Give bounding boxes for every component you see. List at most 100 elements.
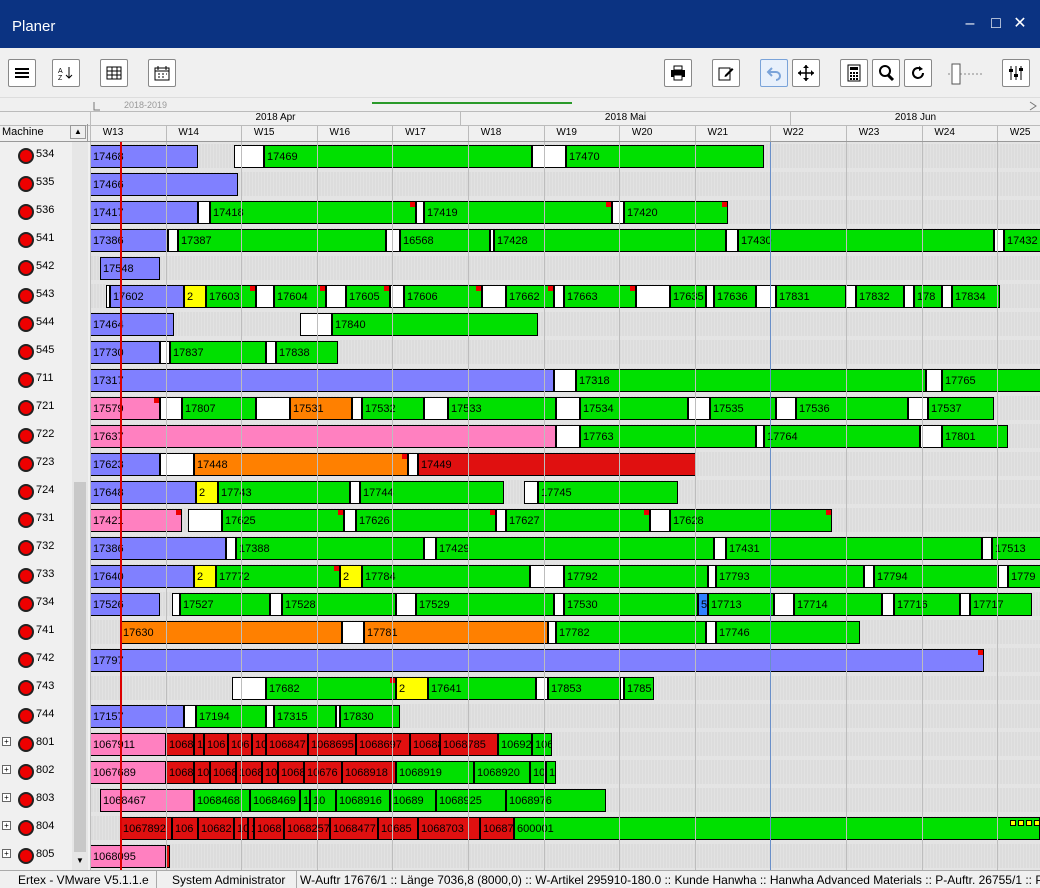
job-bar[interactable]: 17641 <box>428 677 536 700</box>
close-button[interactable]: ✕ <box>1013 15 1027 32</box>
job-bar[interactable]: 1068697 <box>356 733 410 756</box>
job-bar[interactable]: 17853 <box>548 677 620 700</box>
job-bar[interactable]: 17636 <box>714 285 756 308</box>
job-bar[interactable]: 1068976 <box>506 789 606 812</box>
job-bar[interactable]: 1068919 <box>396 761 474 784</box>
gap-bar[interactable] <box>336 705 340 728</box>
gap-bar[interactable] <box>160 453 194 476</box>
job-bar[interactable]: 1 <box>194 733 204 756</box>
job-bar[interactable]: 10 <box>252 733 266 756</box>
gap-bar[interactable] <box>482 285 506 308</box>
job-bar[interactable]: 17470 <box>566 145 764 168</box>
machine-row[interactable]: 734 <box>0 590 72 618</box>
gap-bar[interactable] <box>266 341 276 364</box>
print-button[interactable] <box>664 59 692 87</box>
zoom-button[interactable] <box>872 59 900 87</box>
job-bar[interactable]: 10682 <box>198 817 234 840</box>
machine-row[interactable]: 723 <box>0 450 72 478</box>
machine-row[interactable]: 544 <box>0 310 72 338</box>
gap-bar[interactable] <box>424 397 448 420</box>
gap-bar[interactable] <box>846 285 856 308</box>
job-bar[interactable]: 1068477 <box>330 817 378 840</box>
machine-column-header[interactable]: Machine ▲ <box>0 124 88 141</box>
job-bar[interactable]: 17782 <box>556 621 706 644</box>
gap-bar[interactable] <box>650 509 670 532</box>
job-bar[interactable]: 2 <box>196 481 218 504</box>
job-bar[interactable]: 17526 <box>90 593 160 616</box>
job-bar[interactable]: 1068925 <box>436 789 506 812</box>
machine-row[interactable]: 722 <box>0 422 72 450</box>
job-bar[interactable]: 17801 <box>942 425 1008 448</box>
job-bar[interactable]: 17388 <box>236 537 424 560</box>
job-bar[interactable]: 17421 <box>90 509 182 532</box>
job-bar[interactable]: 17648 <box>90 481 196 504</box>
job-bar[interactable]: 17628 <box>670 509 832 532</box>
machine-row[interactable]: 742 <box>0 646 72 674</box>
job-bar[interactable]: 17640 <box>90 565 194 588</box>
job-bar[interactable]: 10687 <box>480 817 514 840</box>
gap-bar[interactable] <box>270 593 282 616</box>
machine-row[interactable]: 536 <box>0 198 72 226</box>
job-bar[interactable]: 106847 <box>266 733 308 756</box>
job-bar[interactable]: 17713 <box>708 593 774 616</box>
gap-bar[interactable] <box>882 593 894 616</box>
gap-bar[interactable] <box>352 397 362 420</box>
job-bar[interactable]: 17793 <box>716 565 864 588</box>
job-bar[interactable]: 17527 <box>180 593 270 616</box>
job-bar[interactable]: 10 <box>310 789 336 812</box>
machine-row[interactable]: 542 <box>0 254 72 282</box>
gap-bar[interactable] <box>424 537 436 560</box>
job-bar[interactable]: 17834 <box>952 285 1000 308</box>
gap-bar[interactable] <box>326 285 346 308</box>
gap-bar[interactable] <box>548 621 556 644</box>
job-bar[interactable]: 17794 <box>874 565 998 588</box>
job-bar[interactable]: 17716 <box>894 593 960 616</box>
job-bar[interactable]: 1068916 <box>336 789 390 812</box>
machine-row[interactable]: 724 <box>0 478 72 506</box>
job-bar[interactable]: 17419 <box>424 201 612 224</box>
job-bar[interactable]: 17662 <box>506 285 554 308</box>
job-bar[interactable]: 17534 <box>580 397 688 420</box>
gap-bar[interactable] <box>256 285 274 308</box>
job-bar[interactable]: 17315 <box>274 705 336 728</box>
job-bar[interactable]: 2 <box>194 565 216 588</box>
gap-bar[interactable] <box>864 565 874 588</box>
job-bar[interactable]: 17386 <box>90 229 168 252</box>
gap-bar[interactable] <box>390 285 404 308</box>
job-bar[interactable]: 1068 <box>210 761 236 784</box>
job-bar[interactable]: 17630 <box>120 621 342 644</box>
job-bar[interactable]: 17663 <box>564 285 636 308</box>
job-bar[interactable]: 17449 <box>418 453 696 476</box>
scroll-down-arrow[interactable]: ▼ <box>76 856 84 865</box>
job-bar[interactable]: 17387 <box>178 229 386 252</box>
job-bar[interactable]: 17528 <box>282 593 396 616</box>
edit-button[interactable] <box>712 59 740 87</box>
job-bar[interactable]: 17830 <box>340 705 400 728</box>
job-bar[interactable]: 1068467 <box>100 789 194 812</box>
machine-row[interactable]: 535 <box>0 170 72 198</box>
gap-bar[interactable] <box>756 285 776 308</box>
job-bar[interactable]: 17605 <box>346 285 390 308</box>
gap-bar[interactable] <box>688 397 710 420</box>
job-bar[interactable]: 17429 <box>436 537 714 560</box>
machine-row[interactable]: 534 <box>0 142 72 170</box>
expand-icon[interactable]: + <box>2 793 11 802</box>
job-bar[interactable]: 17432 <box>1004 229 1040 252</box>
zoom-slider[interactable] <box>946 62 986 86</box>
expand-icon[interactable]: + <box>2 821 11 830</box>
job-bar[interactable]: 17513 <box>992 537 1040 560</box>
job-bar[interactable]: 16568 <box>400 229 490 252</box>
machine-row[interactable]: 543 <box>0 282 72 310</box>
gap-bar[interactable] <box>232 677 266 700</box>
maximize-button[interactable]: □ <box>991 15 1001 32</box>
job-bar[interactable]: 17635 <box>670 285 706 308</box>
calculator-button[interactable] <box>840 59 868 87</box>
expand-icon[interactable]: + <box>2 737 11 746</box>
gap-bar[interactable] <box>530 565 564 588</box>
gap-bar[interactable] <box>620 677 624 700</box>
job-bar[interactable]: 17637 <box>90 425 556 448</box>
job-bar[interactable]: 17781 <box>364 621 548 644</box>
job-bar[interactable]: 17431 <box>726 537 982 560</box>
